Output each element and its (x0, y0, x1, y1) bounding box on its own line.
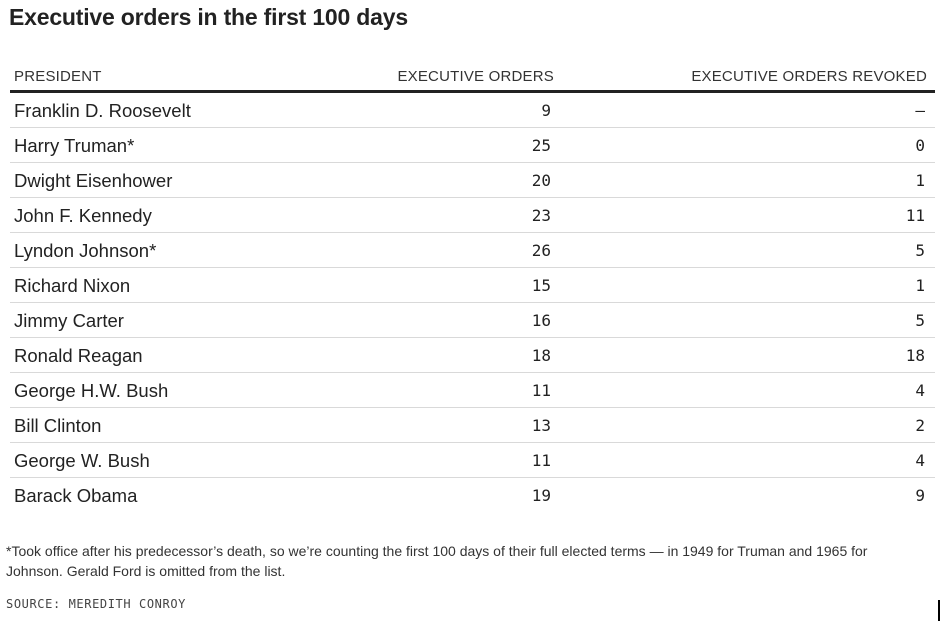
orders-revoked-value: 2 (915, 416, 925, 435)
executive-orders-value: 18 (531, 346, 551, 365)
edge-mark (938, 600, 940, 621)
table-row: Franklin D. Roosevelt 9 – (10, 93, 935, 128)
orders-revoked-value: 1 (915, 171, 925, 190)
president-name: Barack Obama (14, 485, 138, 506)
president-name: Ronald Reagan (14, 345, 143, 366)
orders-revoked-value: 0 (915, 136, 925, 155)
orders-revoked-value: 4 (915, 381, 925, 400)
orders-revoked-value: 18 (905, 346, 925, 365)
table-row: Ronald Reagan 18 18 (10, 338, 935, 373)
orders-revoked-value: 11 (905, 206, 925, 225)
executive-orders-value: 19 (531, 486, 551, 505)
executive-orders-value: 20 (531, 171, 551, 190)
president-name: John F. Kennedy (14, 205, 152, 226)
table-row: Lyndon Johnson* 26 5 (10, 233, 935, 268)
president-name: Jimmy Carter (14, 310, 124, 331)
column-header-president: PRESIDENT (14, 68, 102, 85)
executive-orders-value: 9 (541, 101, 551, 120)
orders-revoked-value: 1 (915, 276, 925, 295)
orders-table: PRESIDENT EXECUTIVE ORDERS EXECUTIVE ORD… (10, 62, 935, 512)
table-row: George H.W. Bush 11 4 (10, 373, 935, 408)
president-name: Harry Truman* (14, 135, 135, 156)
source-credit: SOURCE: MEREDITH CONROY (6, 597, 186, 611)
president-name: George W. Bush (14, 450, 150, 471)
footnote: *Took office after his predecessor’s dea… (6, 543, 868, 579)
orders-revoked-value: 9 (915, 486, 925, 505)
table-header: PRESIDENT EXECUTIVE ORDERS EXECUTIVE ORD… (10, 62, 935, 93)
table-row: Dwight Eisenhower 20 1 (10, 163, 935, 198)
president-name: Dwight Eisenhower (14, 170, 173, 191)
executive-orders-value: 23 (531, 206, 551, 225)
executive-orders-value: 11 (531, 381, 551, 400)
table-row: Richard Nixon 15 1 (10, 268, 935, 303)
orders-revoked-value: 5 (915, 241, 925, 260)
orders-revoked-value: 4 (915, 451, 925, 470)
table-row: Bill Clinton 13 2 (10, 408, 935, 443)
president-name: Richard Nixon (14, 275, 131, 296)
table-row: George W. Bush 11 4 (10, 443, 935, 478)
chart-title: Executive orders in the first 100 days (9, 4, 408, 30)
executive-orders-value: 25 (531, 136, 551, 155)
executive-orders-value: 11 (531, 451, 551, 470)
orders-revoked-value: – (915, 101, 925, 120)
table-row: Barack Obama 19 9 (10, 478, 935, 512)
executive-orders-value: 26 (531, 241, 551, 260)
table-body: Franklin D. Roosevelt 9– Harry Truman* 25 0 D… (10, 93, 935, 512)
president-name: George H.W. Bush (14, 380, 169, 401)
table-row: Harry Truman* 25 0 (10, 128, 935, 163)
president-name: Franklin D. Roosevelt (14, 100, 191, 121)
executive-orders-value: 16 (531, 311, 551, 330)
column-header-orders-revoked: EXECUTIVE ORDERS REVOKED (691, 68, 927, 85)
column-header-executive-orders: EXECUTIVE ORDERS (397, 68, 554, 85)
executive-orders-value: 13 (531, 416, 551, 435)
table-row: Jimmy Carter 16 5 (10, 303, 935, 338)
orders-revoked-value: 5 (915, 311, 925, 330)
president-name: Bill Clinton (14, 415, 102, 436)
table-row: John F. Kennedy 23 11 (10, 198, 935, 233)
president-name: Lyndon Johnson* (14, 240, 157, 261)
executive-orders-value: 15 (531, 276, 551, 295)
